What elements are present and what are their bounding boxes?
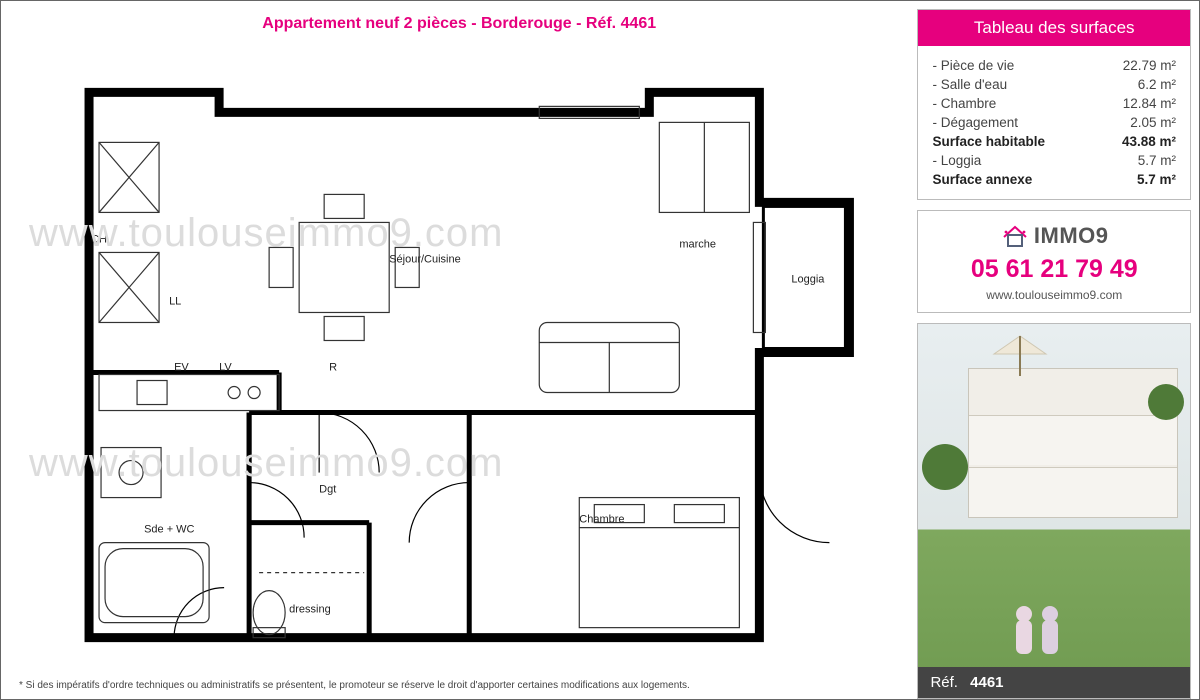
contact-phone: 05 61 21 79 49 xyxy=(926,255,1182,284)
surface-value: 6.2 m² xyxy=(1138,77,1176,92)
disclaimer-text: * Si des impératifs d'ordre techniques o… xyxy=(1,676,917,699)
contact-website: www.toulouseimmo9.com xyxy=(926,288,1182,302)
label-marche: marche xyxy=(679,238,716,250)
surface-value: 22.79 m² xyxy=(1123,58,1176,73)
right-panel: Tableau des surfaces - Pièce de vie 22.79… xyxy=(917,1,1199,699)
surfaces-list: - Pièce de vie 22.79 m² - Salle d'eau 6.2 m… xyxy=(918,46,1190,199)
surface-row: - Salle d'eau 6.2 m² xyxy=(932,75,1176,94)
surface-row: - Loggia 5.7 m² xyxy=(932,151,1176,170)
photo-ref-bar: Réf. 4461 xyxy=(918,667,1190,698)
umbrella-icon xyxy=(988,332,1052,366)
ref-prefix: Réf. xyxy=(930,674,958,691)
surfaces-header: Tableau des surfaces xyxy=(918,10,1190,46)
label-dressing: dressing xyxy=(289,604,331,616)
page-title: Appartement neuf 2 pièces - Borderouge -… xyxy=(1,1,917,41)
surface-value: 12.84 m² xyxy=(1123,96,1176,111)
contact-panel: IMMO9 05 61 21 79 49 www.toulouseimmo9.c… xyxy=(917,210,1191,313)
brand-text: IMMO9 xyxy=(1034,223,1109,249)
ref-number: 4461 xyxy=(970,674,1003,691)
surfaces-panel: Tableau des surfaces - Pièce de vie 22.79… xyxy=(917,9,1191,200)
house-icon xyxy=(1000,223,1030,249)
property-photo: Réf. 4461 xyxy=(917,323,1191,699)
floorplan-svg: Séjour/Cuisine Loggia Sde + WC dressing … xyxy=(19,41,899,664)
label-sde: Sde + WC xyxy=(144,524,194,536)
surface-label: - Pièce de vie xyxy=(932,58,1014,73)
label-sejour: Séjour/Cuisine xyxy=(389,253,461,265)
label-dgt: Dgt xyxy=(319,484,336,496)
surface-value: 5.7 m² xyxy=(1137,172,1176,187)
floorplan-container: www.toulouseimmo9.com www.toulouseimmo9.… xyxy=(19,41,899,664)
surface-value: 5.7 m² xyxy=(1138,153,1176,168)
label-loggia: Loggia xyxy=(791,273,825,285)
surface-value: 2.05 m² xyxy=(1130,115,1176,130)
left-panel: Appartement neuf 2 pièces - Borderouge -… xyxy=(1,1,917,699)
surface-label: Surface habitable xyxy=(932,134,1045,149)
surface-row: Surface annexe 5.7 m² xyxy=(932,170,1176,189)
surface-label: - Dégagement xyxy=(932,115,1018,130)
svg-text:LL: LL xyxy=(169,295,181,307)
svg-text:R: R xyxy=(329,362,337,374)
surface-label: - Chambre xyxy=(932,96,996,111)
surface-label: - Loggia xyxy=(932,153,981,168)
svg-text:CH: CH xyxy=(91,233,107,245)
surface-row: - Dégagement 2.05 m² xyxy=(932,113,1176,132)
surface-label: - Salle d'eau xyxy=(932,77,1007,92)
svg-text:LV: LV xyxy=(219,362,232,374)
surface-label: Surface annexe xyxy=(932,172,1032,187)
surface-row: - Chambre 12.84 m² xyxy=(932,94,1176,113)
surface-row: - Pièce de vie 22.79 m² xyxy=(932,56,1176,75)
svg-text:EV: EV xyxy=(174,362,189,374)
surface-row: Surface habitable 43.88 m² xyxy=(932,132,1176,151)
label-chambre: Chambre xyxy=(579,514,624,526)
people-icon xyxy=(1008,602,1068,672)
surface-value: 43.88 m² xyxy=(1122,134,1176,149)
